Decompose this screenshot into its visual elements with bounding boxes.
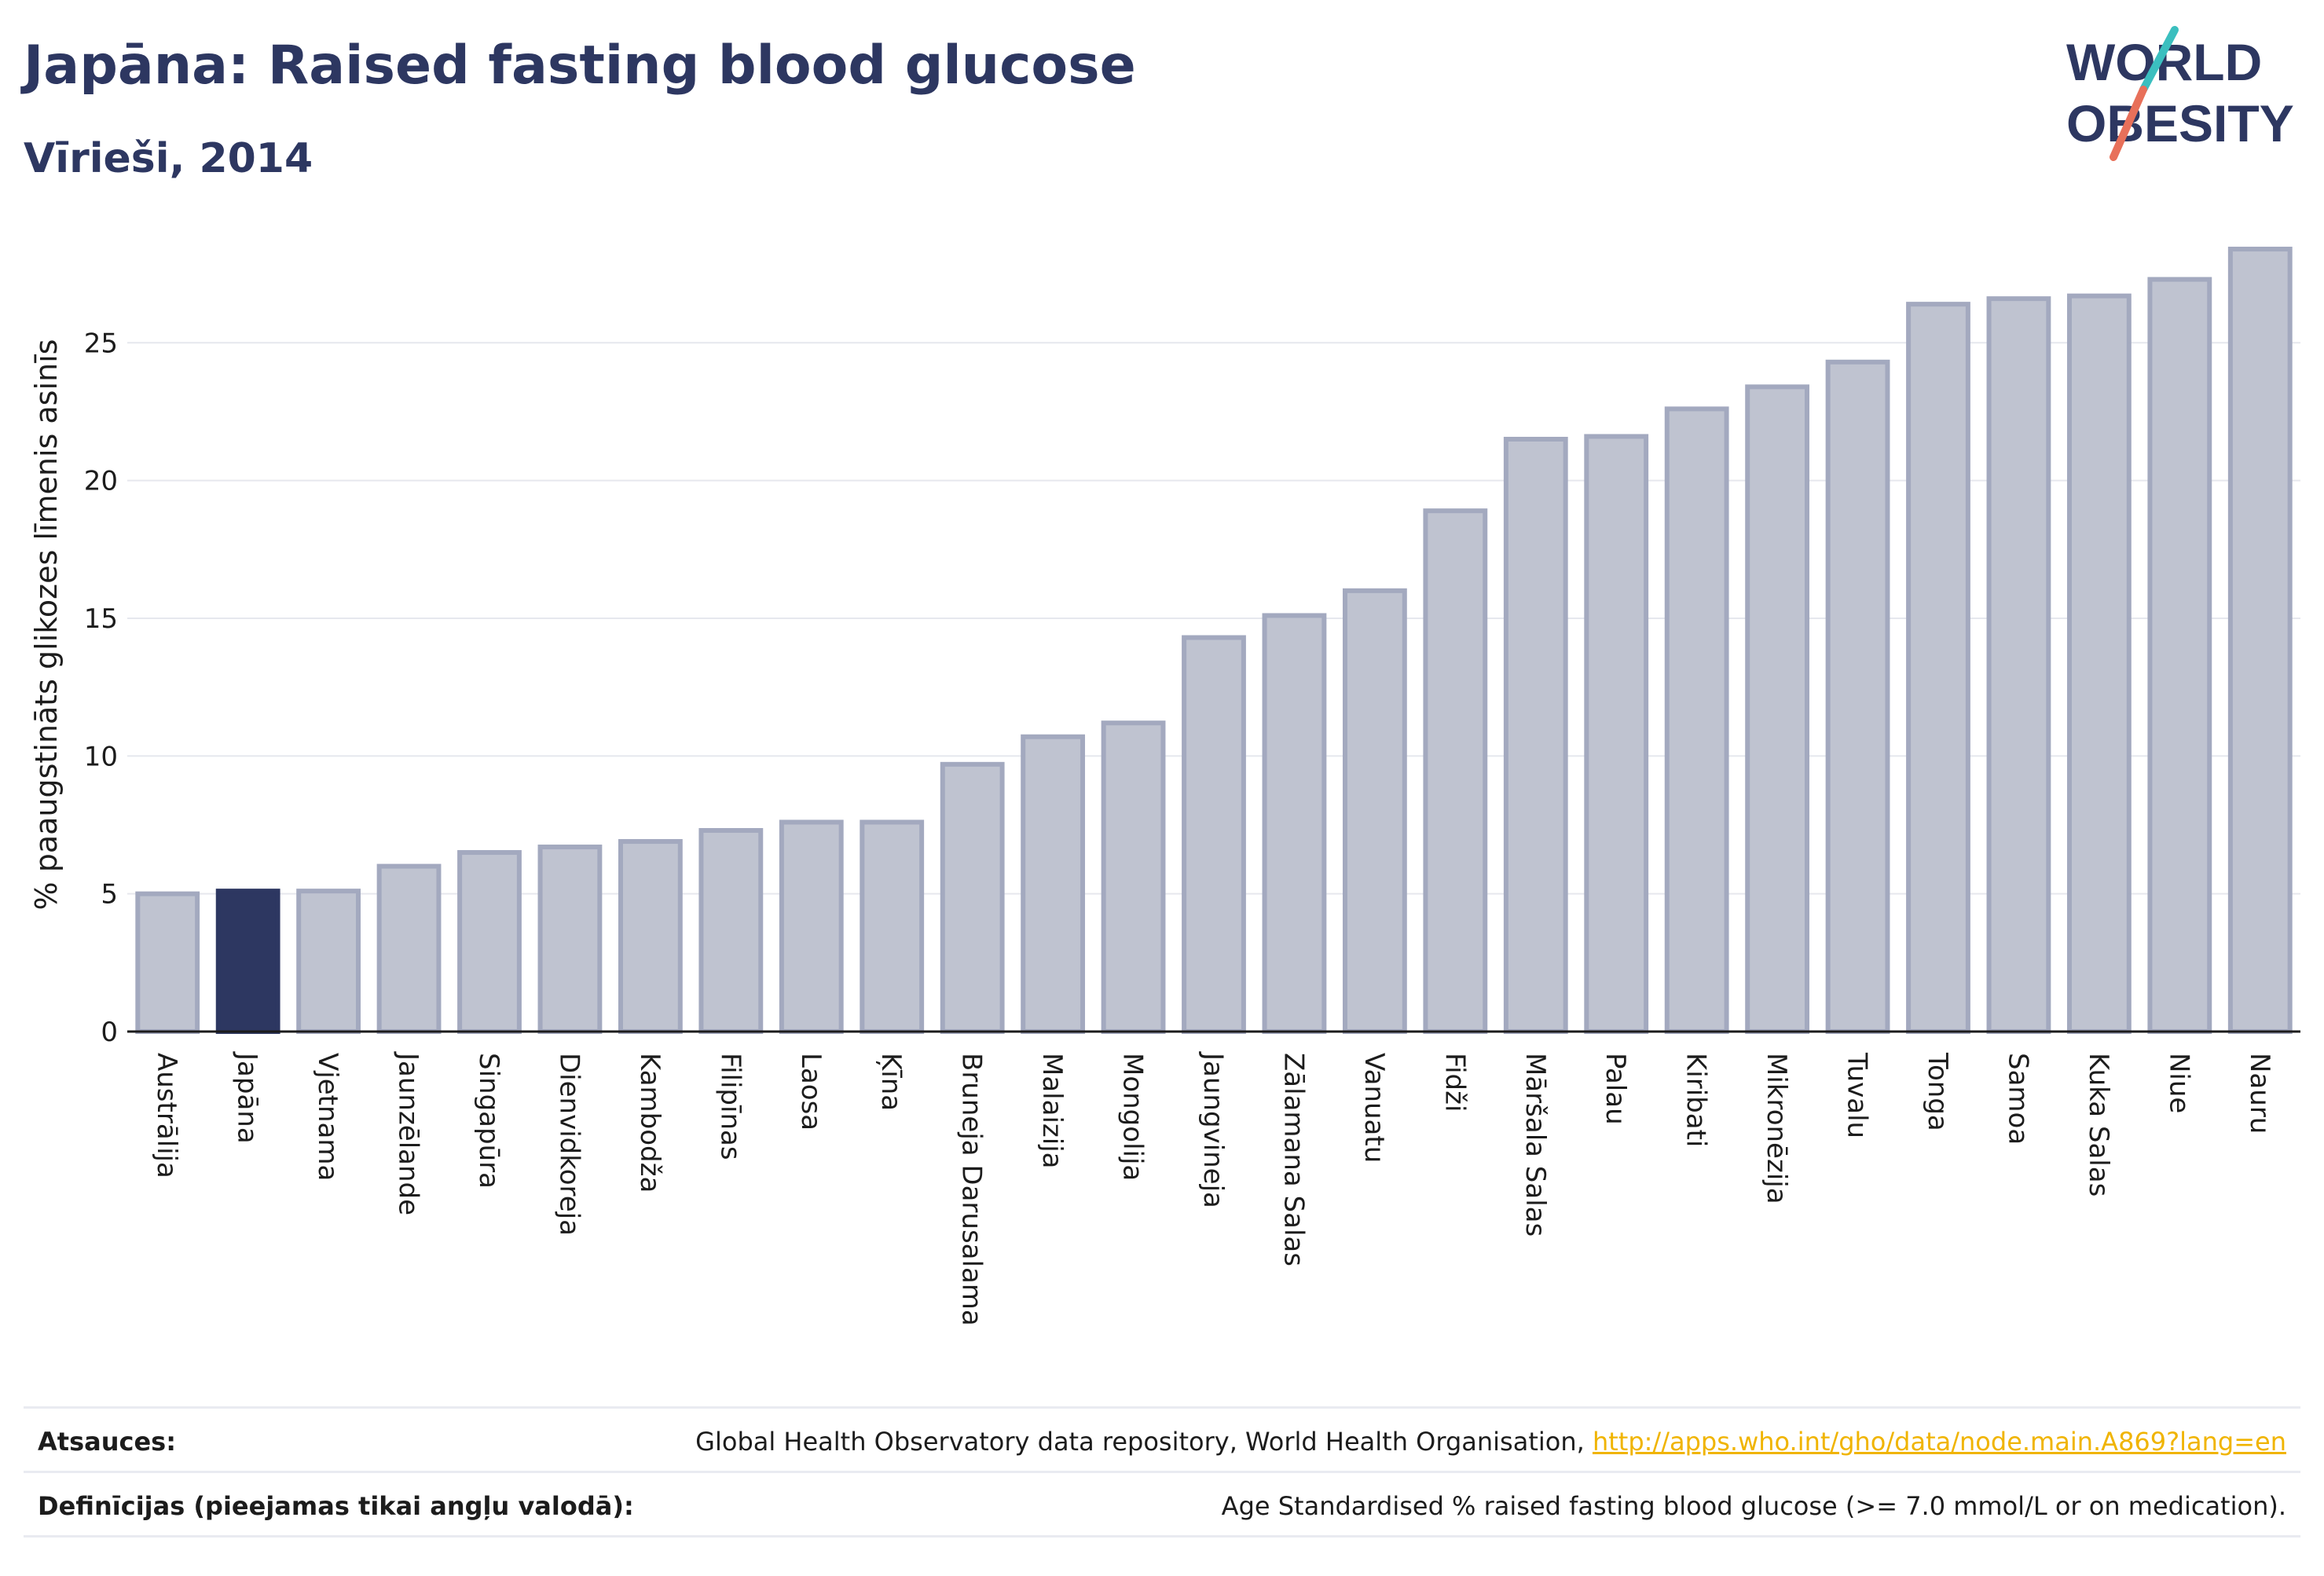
x-tick-label-Jaunzēlande: Jaunzēlande [393, 1051, 424, 1215]
logo-slash-teal-icon [2139, 26, 2179, 93]
page-subtitle: Vīrieši, 2014 [24, 135, 313, 182]
x-tick-label-Palau: Palau [1600, 1053, 1631, 1125]
sources-text: Global Health Observatory data repositor… [695, 1427, 1593, 1457]
definitions-label: Definīcijas (pieejamas tikai angļu valod… [38, 1491, 634, 1521]
bar-Zālamana Salas [1262, 613, 1327, 1034]
bar-Vanuatu [1342, 588, 1407, 1034]
bar-Jaunzēlande [376, 863, 442, 1035]
page-title: Japāna: Raised fasting blood glucose [24, 35, 1136, 97]
x-tick-label-Mikronēzija: Mikronēzija [1761, 1053, 1792, 1204]
y-tick-labels: 0 5 10 15 20 25 [84, 328, 118, 1048]
bar-Palau [1584, 434, 1649, 1034]
bar-Singapūra [457, 850, 522, 1034]
y-tick-label: 5 [101, 879, 118, 911]
footer-divider-middle [24, 1471, 2300, 1473]
x-tick-label-Zālamana Salas: Zālamana Salas [1277, 1053, 1309, 1266]
bar-Jaungvineja [1182, 635, 1246, 1034]
bar-Vjetnama [296, 889, 361, 1034]
bar-Fidži [1423, 508, 1488, 1034]
definitions-value: Age Standardised % raised fasting blood … [1221, 1491, 2286, 1521]
bar-Laosa [779, 819, 844, 1034]
bar-Bruneja Darusalama [940, 761, 1005, 1034]
bar-Kuka Salas [2066, 293, 2132, 1034]
x-tick-label-Malaizija: Malaizija [1036, 1053, 1068, 1168]
x-tick-label-Laosa: Laosa [795, 1053, 827, 1131]
sources-link[interactable]: http://apps.who.int/gho/data/node.main.A… [1592, 1427, 2286, 1457]
x-tick-label-Tuvalu: Tuvalu [1842, 1052, 1873, 1138]
bar-Mikronēzija [1745, 384, 1810, 1034]
bar-Nauru [2227, 247, 2293, 1034]
bar-Kiribati [1664, 406, 1729, 1034]
x-tick-label-Kuka Salas: Kuka Salas [2083, 1053, 2114, 1197]
bar-Samoa [1986, 296, 2051, 1035]
x-tick-label-Bruneja Darusalama: Bruneja Darusalama [956, 1053, 988, 1326]
world-obesity-logo: WORLD OBESITY [2066, 26, 2294, 161]
x-tick-label-Nauru: Nauru [2244, 1053, 2275, 1134]
x-tick-label-Niue: Niue [2163, 1053, 2194, 1113]
x-tick-label-Māršala Salas: Māršala Salas [1519, 1053, 1551, 1237]
bar-Māršala Salas [1503, 436, 1568, 1034]
y-tick-label: 10 [84, 741, 118, 772]
bar-Dienvidkoreja [537, 845, 603, 1035]
y-tick-label: 15 [84, 603, 118, 635]
footer-divider-top [24, 1406, 2300, 1409]
bar-Kambodža [618, 839, 683, 1034]
x-tick-label-Samoa: Samoa [2002, 1053, 2033, 1145]
sources-value: Global Health Observatory data repositor… [695, 1427, 2286, 1457]
x-tick-label-Filipīnas: Filipīnas [714, 1053, 746, 1160]
x-tick-label-Tonga: Tonga [1922, 1052, 1953, 1131]
bar-Mongolija [1101, 720, 1166, 1034]
bar-Tuvalu [1825, 359, 1890, 1034]
logo-line2: OBESITY [2066, 94, 2294, 152]
x-tick-label-Fidži: Fidži [1439, 1053, 1470, 1112]
x-tick-label-Jaungvineja: Jaungvineja [1197, 1051, 1229, 1208]
x-tick-label-Kambodža: Kambodža [634, 1053, 665, 1193]
bar-Ķīna [860, 819, 925, 1034]
y-tick-label: 0 [101, 1017, 118, 1048]
footer-divider-bottom [24, 1535, 2300, 1538]
bar-Japāna [215, 889, 280, 1034]
x-tick-label-Ķīna: Ķīna [875, 1053, 907, 1111]
x-tick-label-Austrālija: Austrālija [151, 1053, 182, 1178]
y-tick-label: 25 [84, 328, 118, 359]
bar-Austrālija [135, 891, 200, 1035]
logo-slash-red-icon [2110, 86, 2147, 161]
bar-Tonga [1906, 302, 1970, 1034]
x-tick-label-Vjetnama: Vjetnama [312, 1053, 343, 1181]
bar-Malaizija [1021, 734, 1086, 1035]
x-tick-label-Japāna: Japāna [232, 1051, 263, 1144]
x-tick-labels: Austrālija Japāna Vjetnama Jaunzēlande Singa… [151, 1051, 2275, 1326]
x-tick-label-Mongolija: Mongolija [1117, 1053, 1149, 1181]
x-tick-label-Vanuatu: Vanuatu [1358, 1053, 1390, 1163]
x-tick-label-Kiribati: Kiribati [1681, 1053, 1712, 1147]
sources-label: Atsauces: [38, 1427, 176, 1457]
x-tick-label-Dienvidkoreja: Dienvidkoreja [553, 1053, 585, 1236]
bar-Filipīnas [698, 827, 764, 1034]
bar-chart: 0 5 10 15 20 25 Austrālija Japāna Vjetnama Jaunz… [29, 247, 2300, 1326]
y-tick-label: 20 [84, 466, 118, 497]
bars [135, 247, 2293, 1035]
y-axis-title: % paaugstināts glikozes līmenis asinīs [29, 339, 64, 911]
x-tick-label-Singapūra: Singapūra [473, 1053, 504, 1189]
bar-Niue [2147, 277, 2212, 1035]
